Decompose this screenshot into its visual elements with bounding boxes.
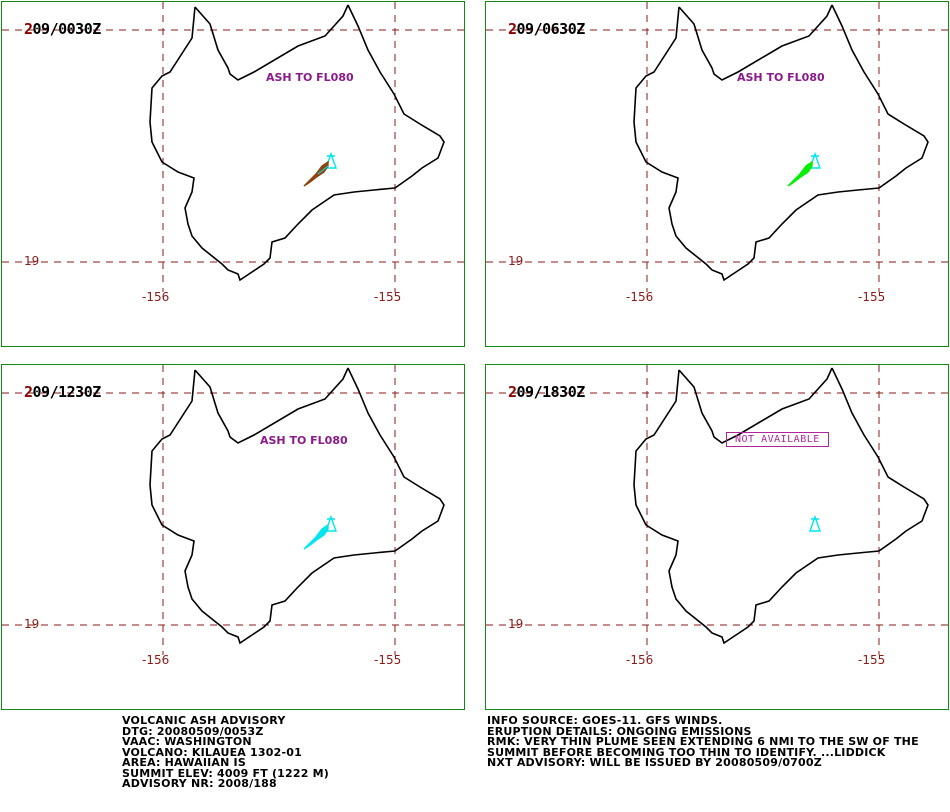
- advisory-line: VOLCANIC ASH ADVISORY: [122, 714, 286, 727]
- coastline: [633, 367, 929, 645]
- lon-label-right: -155: [858, 653, 886, 667]
- advisory-line: AREA: HAWAIIAN IS: [122, 756, 246, 769]
- map-panel-1830z: 209/1830Z NOT AVAILABLE 19 -156 -155: [485, 364, 949, 710]
- advisory-line: SUMMIT BEFORE BECOMING TOO THIN TO IDENT…: [487, 745, 886, 759]
- lon-label-left: -156: [142, 653, 170, 667]
- coastline: [149, 4, 445, 282]
- map-canvas: [486, 2, 948, 292]
- valid-time-label: 209/0030Z: [24, 20, 101, 38]
- lon-label-right: -155: [374, 653, 402, 667]
- valid-time-label: 209/1830Z: [508, 383, 585, 401]
- map-panel-1230z: 209/1230Z ASH TO FL080 19 -156 -155: [1, 364, 465, 710]
- advisory-line: SUMMIT ELEV: 4009 FT (1222 M): [122, 766, 329, 780]
- coastline: [633, 4, 929, 282]
- lon-label-right: -155: [858, 290, 886, 304]
- volcano-symbol: [809, 514, 821, 532]
- plume-outline: [317, 165, 329, 175]
- advisory-line: RMK: VERY THIN PLUME SEEN EXTENDING 6 NM…: [487, 735, 919, 748]
- not-available-box: NOT AVAILABLE: [726, 432, 829, 447]
- ash-altitude-label: ASH TO FL080: [266, 71, 354, 84]
- map-canvas: [2, 365, 464, 655]
- lon-label-left: -156: [626, 653, 654, 667]
- ash-altitude-label: ASH TO FL080: [260, 434, 348, 447]
- advisory-line: VOLCANO: KILAUEA 1302-01: [122, 745, 302, 759]
- advisory-header-block: VOLCANIC ASH ADVISORY DTG: 20080509/0053…: [122, 714, 329, 790]
- lat-label: 19: [24, 617, 40, 631]
- advisory-line: ADVISORY NR: 2008/188: [122, 777, 277, 790]
- advisory-line: NXT ADVISORY: WILL BE ISSUED BY 20080509…: [487, 756, 822, 769]
- ash-plume: [303, 160, 329, 187]
- ash-altitude-label: ASH TO FL080: [737, 71, 825, 84]
- lon-label-right: -155: [374, 290, 402, 304]
- advisory-details-block: INFO SOURCE: GOES-11. GFS WINDS. ERUPTIO…: [487, 714, 919, 769]
- lon-label-left: -156: [626, 290, 654, 304]
- map-canvas: [486, 365, 948, 655]
- map-canvas: [2, 2, 464, 292]
- lon-label-left: -156: [142, 290, 170, 304]
- lat-label: 19: [24, 254, 40, 268]
- advisory-line: DTG: 20080509/0053Z: [122, 724, 264, 738]
- ash-plume: [303, 523, 329, 550]
- map-panel-0030z: 209/0030Z ASH TO FL080 19 -156 -155: [1, 1, 465, 347]
- advisory-line: VAAC: WASHINGTON: [122, 735, 252, 748]
- valid-time-label: 209/0630Z: [508, 20, 585, 38]
- valid-time-label: 209/1230Z: [24, 383, 101, 401]
- lat-label: 19: [508, 617, 524, 631]
- ash-plume: [787, 160, 813, 187]
- lat-label: 19: [508, 254, 524, 268]
- advisory-line: INFO SOURCE: GOES-11. GFS WINDS.: [487, 714, 723, 727]
- coastline: [149, 367, 445, 645]
- advisory-line: ERUPTION DETAILS: ONGOING EMISSIONS: [487, 724, 752, 738]
- map-panel-0630z: 209/0630Z ASH TO FL080 19 -156 -155: [485, 1, 949, 347]
